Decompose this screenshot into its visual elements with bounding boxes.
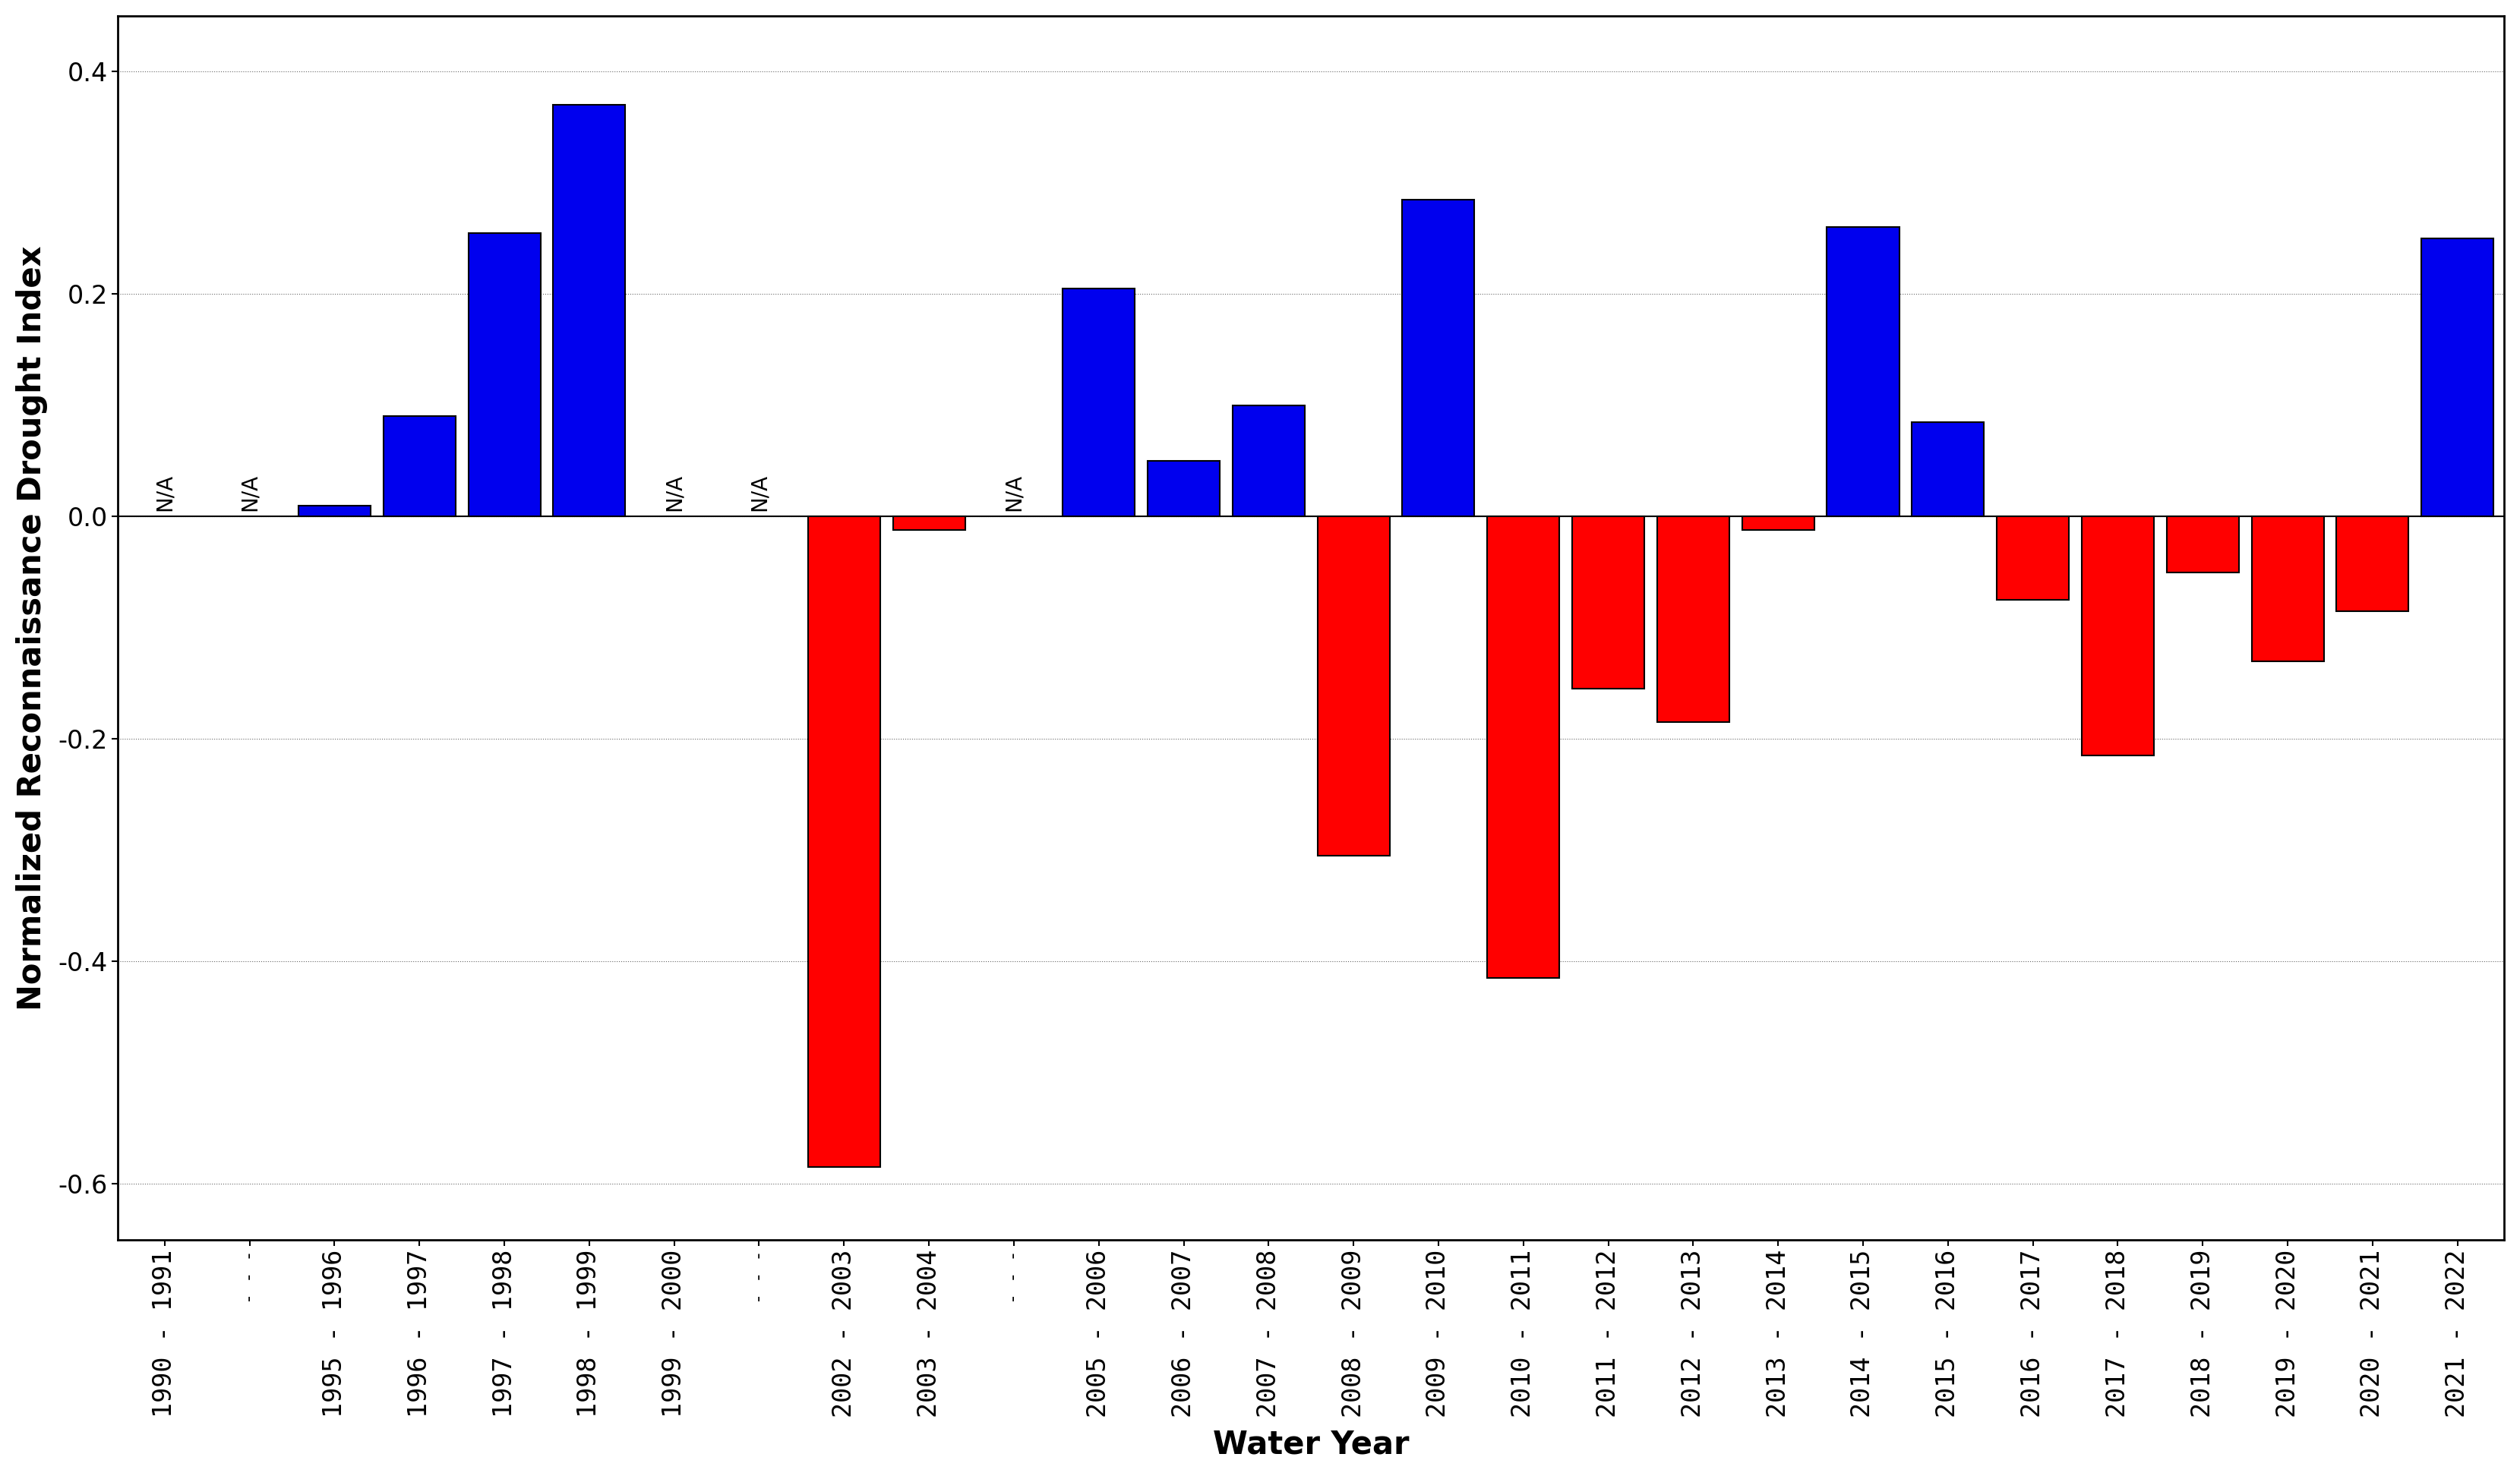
Bar	[1318, 517, 1389, 856]
Text: N/A: N/A	[154, 474, 176, 511]
Y-axis label: Normalized Reconnaissance Drought Index: Normalized Reconnaissance Drought Index	[15, 245, 48, 1010]
Bar	[1658, 517, 1729, 722]
Bar	[2422, 238, 2495, 517]
Bar	[297, 505, 370, 517]
Bar	[1487, 517, 1560, 979]
Text: N/A: N/A	[748, 474, 769, 511]
Bar	[2336, 517, 2409, 611]
Bar	[1401, 199, 1474, 517]
Bar	[1913, 422, 1983, 517]
Bar	[1147, 461, 1220, 517]
Bar	[1063, 288, 1134, 517]
Bar	[383, 416, 456, 517]
Bar	[2167, 517, 2238, 573]
Bar	[1827, 227, 1900, 517]
Text: N/A: N/A	[239, 474, 260, 511]
Bar	[2082, 517, 2155, 756]
Text: N/A: N/A	[1003, 474, 1026, 511]
Bar	[892, 517, 965, 530]
Bar	[2250, 517, 2323, 661]
Text: N/A: N/A	[663, 474, 685, 511]
Bar	[469, 233, 539, 517]
Bar	[554, 105, 625, 517]
X-axis label: Water Year: Water Year	[1212, 1429, 1409, 1460]
Bar	[1741, 517, 1814, 530]
Bar	[1996, 517, 2069, 599]
Bar	[809, 517, 879, 1168]
Bar	[1572, 517, 1646, 689]
Bar	[1232, 406, 1305, 517]
